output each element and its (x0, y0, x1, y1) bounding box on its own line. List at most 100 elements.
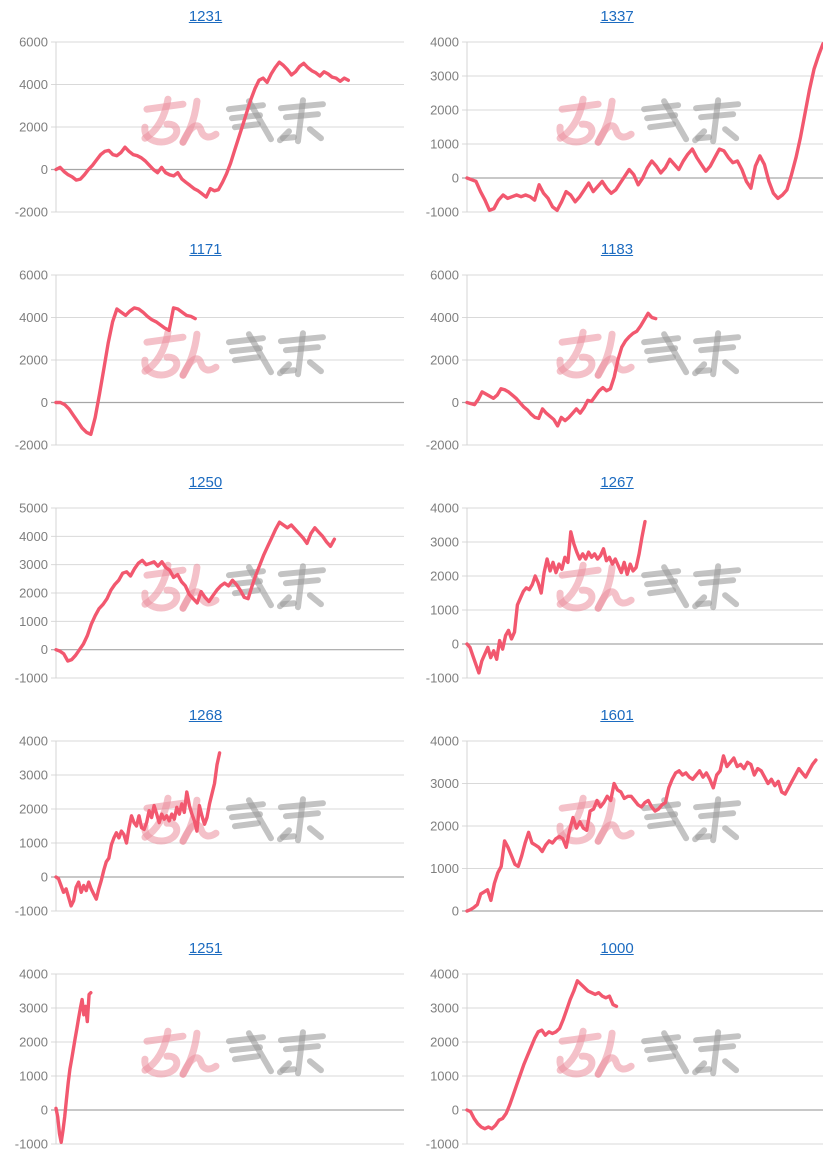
chart-card: 1268 4000 3000 2000 1000 0 -1000 (0, 699, 411, 932)
chart-canvas: 4000 3000 2000 1000 0 -1000 (15, 967, 404, 1152)
y-tick-label: -2000 (15, 205, 48, 220)
y-tick-label: 4000 (430, 734, 459, 749)
chart-canvas: 6000 4000 2000 0 -2000 (15, 35, 404, 220)
y-axis-labels: 6000 4000 2000 0 -2000 (15, 35, 48, 220)
y-tick-label: 0 (452, 1103, 459, 1118)
y-tick-label: 4000 (430, 310, 459, 325)
y-tick-label: 2000 (430, 569, 459, 584)
series-line (465, 979, 619, 1131)
y-tick-label: 0 (452, 171, 459, 186)
chart-title-link[interactable]: 1601 (600, 707, 634, 724)
minrepo-watermark-logo (141, 794, 326, 845)
chart-card: 1337 4000 3000 2000 1000 0 -1000 (411, 0, 823, 233)
chart-title-link[interactable]: 1250 (188, 474, 223, 491)
y-tick-label: -1000 (426, 1137, 459, 1152)
y-tick-label: 0 (41, 162, 48, 177)
y-tick-label: 2000 (430, 103, 459, 118)
gridlines (462, 274, 823, 446)
series-line (465, 311, 658, 428)
y-tick-label: 3000 (430, 776, 459, 791)
chart-card: 1000 4000 3000 2000 1000 0 -1000 (411, 932, 823, 1165)
y-tick-label: 0 (41, 870, 48, 885)
y-axis-labels: 4000 3000 2000 1000 0 -1000 (426, 35, 459, 220)
y-tick-label: 2000 (19, 120, 48, 135)
minrepo-watermark-logo (556, 561, 742, 612)
chart-title: 1000 (411, 932, 823, 966)
chart-title-link[interactable]: 1337 (600, 8, 634, 25)
chart-card: 1250 5000 4000 3000 2000 1000 0 -1000 (0, 466, 411, 699)
minrepo-watermark-logo (556, 328, 742, 379)
y-tick-label: 4000 (430, 967, 459, 982)
chart-title-link[interactable]: 1267 (600, 474, 634, 491)
minrepo-watermark-logo (141, 328, 326, 379)
y-tick-label: 5000 (19, 501, 48, 516)
series-line (54, 751, 222, 908)
minrepo-watermark-logo (556, 1027, 742, 1078)
y-tick-label: 0 (452, 395, 459, 410)
chart-title-link[interactable]: 1231 (188, 8, 223, 25)
y-tick-label: 0 (452, 904, 459, 919)
chart-title: 1268 (0, 699, 411, 733)
y-tick-label: -2000 (15, 438, 48, 453)
y-tick-label: -2000 (426, 438, 459, 453)
chart-title-link[interactable]: 1000 (600, 940, 634, 957)
chart-title: 1231 (0, 0, 411, 34)
series-line (54, 60, 350, 199)
chart-card: 1231 6000 4000 2000 0 -2000 (0, 0, 411, 233)
y-tick-label: 1000 (430, 603, 459, 618)
chart-title: 1250 (0, 466, 411, 500)
chart-title-link[interactable]: 1171 (189, 241, 222, 258)
y-tick-label: 4000 (19, 310, 48, 325)
gridlines (462, 973, 823, 1145)
series-line (54, 520, 337, 663)
chart-card: 1171 6000 4000 2000 0 -2000 (0, 233, 411, 466)
y-tick-label: 1000 (19, 1069, 48, 1084)
minrepo-watermark-logo (556, 95, 742, 146)
y-tick-label: 0 (41, 642, 48, 657)
chart-canvas: 6000 4000 2000 0 -2000 (426, 268, 823, 453)
chart-title-link[interactable]: 1268 (188, 707, 223, 724)
chart-canvas: 5000 4000 3000 2000 1000 0 -1000 (15, 501, 404, 686)
y-tick-label: 0 (41, 395, 48, 410)
series-line (465, 519, 647, 675)
y-tick-label: 0 (452, 637, 459, 652)
y-tick-label: -1000 (426, 671, 459, 686)
chart-title-link[interactable]: 1251 (188, 940, 223, 957)
series-line (465, 41, 823, 213)
y-tick-label: 3000 (19, 1001, 48, 1016)
gridlines (462, 740, 823, 912)
minrepo-watermark-logo (141, 1027, 326, 1078)
y-tick-label: 1000 (19, 836, 48, 851)
y-tick-label: -1000 (15, 904, 48, 919)
chart-canvas: 4000 3000 2000 1000 0 -1000 (426, 501, 823, 686)
y-axis-labels: 6000 4000 2000 0 -2000 (15, 268, 48, 453)
chart-title: 1601 (411, 699, 823, 733)
y-tick-label: 2000 (430, 819, 459, 834)
chart-title: 1267 (411, 466, 823, 500)
y-tick-label: 6000 (19, 268, 48, 283)
chart-canvas: 4000 3000 2000 1000 0 (430, 734, 823, 919)
y-tick-label: 4000 (19, 734, 48, 749)
y-tick-label: 4000 (430, 35, 459, 50)
y-tick-label: 0 (41, 1103, 48, 1118)
y-tick-label: 1000 (430, 137, 459, 152)
series-line (54, 991, 93, 1145)
y-tick-label: 3000 (19, 557, 48, 572)
y-tick-label: 2000 (19, 586, 48, 601)
chart-card: 1183 6000 4000 2000 0 -2000 (411, 233, 823, 466)
y-tick-label: 2000 (19, 353, 48, 368)
y-tick-label: -1000 (15, 1137, 48, 1152)
y-tick-label: 4000 (19, 77, 48, 92)
y-tick-label: 4000 (19, 967, 48, 982)
gridlines (51, 507, 404, 679)
series-line (465, 754, 818, 913)
chart-card: 1601 4000 3000 2000 1000 0 (411, 699, 823, 932)
minrepo-watermark-logo (141, 561, 326, 612)
gridlines (462, 41, 823, 213)
chart-title-link[interactable]: 1183 (600, 241, 634, 258)
gridlines (51, 973, 404, 1145)
y-tick-label: 3000 (430, 69, 459, 84)
y-tick-label: 4000 (430, 501, 459, 516)
minrepo-watermark-logo (141, 95, 326, 146)
gridlines (51, 740, 404, 912)
